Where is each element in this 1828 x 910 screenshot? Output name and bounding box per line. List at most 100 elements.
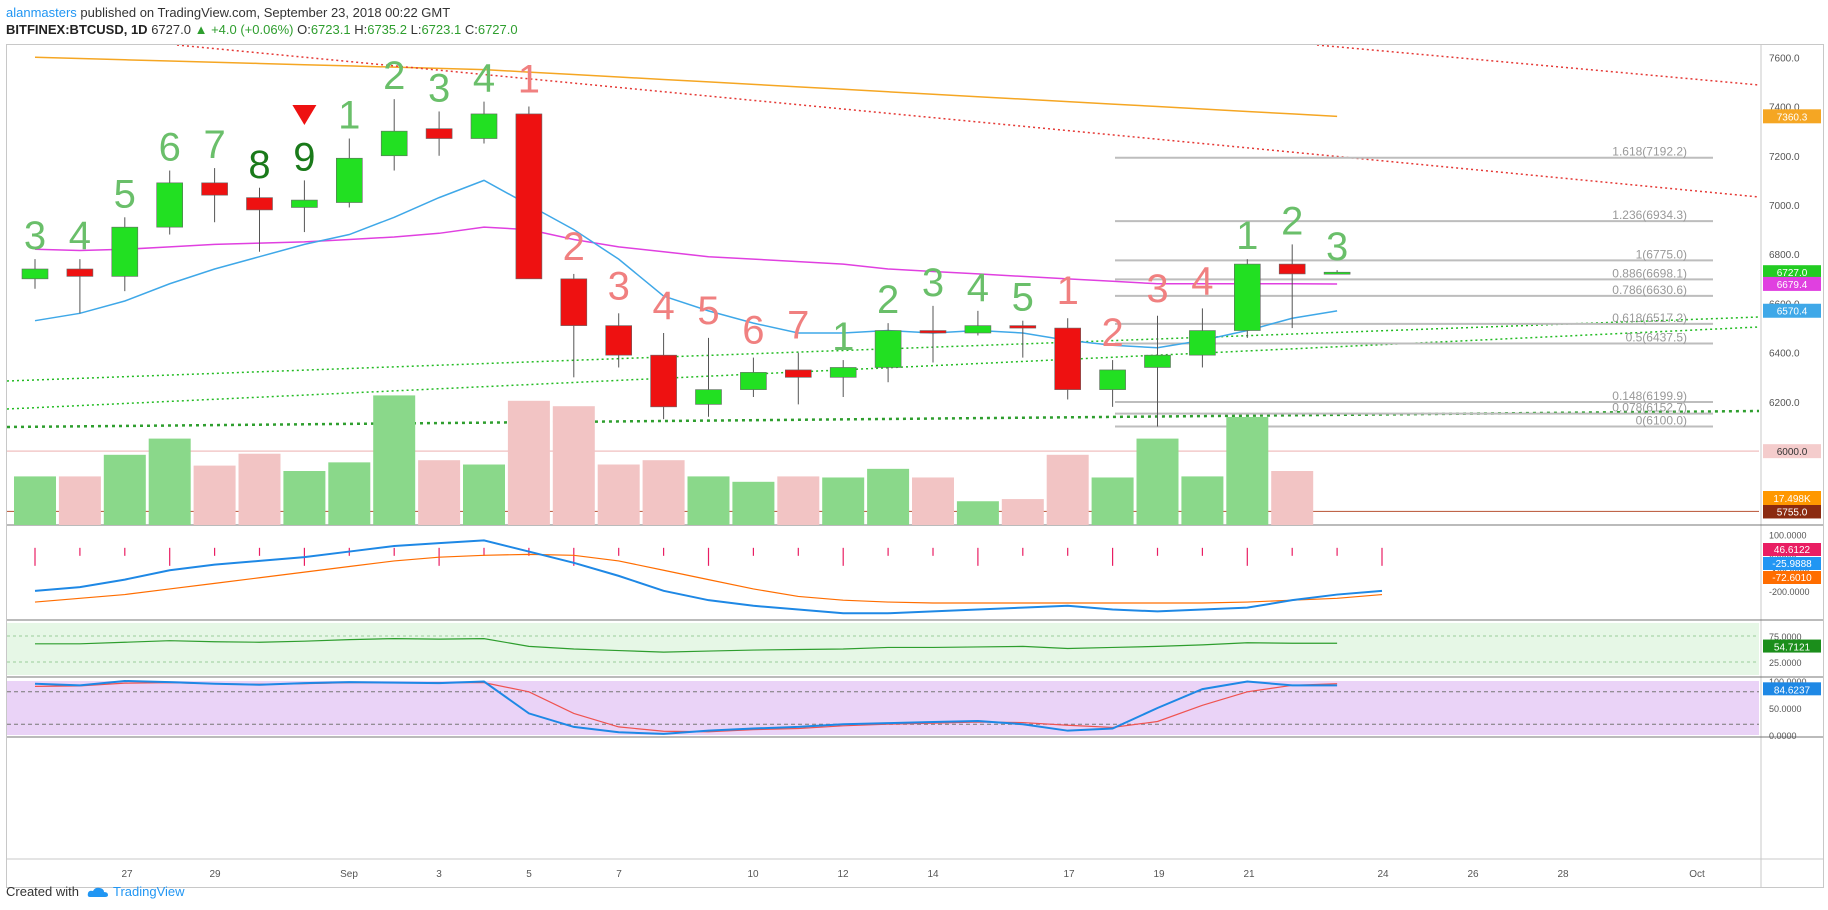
tradingview-label: TradingView bbox=[112, 884, 185, 899]
volume-bar bbox=[1271, 471, 1314, 525]
volume-bar bbox=[328, 462, 371, 525]
volume-bar bbox=[867, 468, 910, 525]
stoch-tick-label: 100.0000 bbox=[1769, 677, 1807, 687]
sequence-count-label: 7 bbox=[787, 304, 809, 348]
candle-body bbox=[201, 182, 228, 196]
volume-badge bbox=[1763, 491, 1821, 505]
sequence-count-label: 2 bbox=[877, 278, 899, 322]
rsi-line bbox=[35, 637, 1338, 653]
sequence-count-label: 3 bbox=[1146, 267, 1168, 311]
ema-slow-line bbox=[34, 226, 1338, 285]
sequence-count-label: 5 bbox=[697, 289, 719, 333]
fib-level-label: 0.618(6517.2) bbox=[1612, 311, 1687, 325]
stoch-badge-label: 84.6237 bbox=[1774, 685, 1811, 696]
publish-header: alanmasters published on TradingView.com… bbox=[6, 4, 450, 21]
rsi-badge bbox=[1763, 639, 1821, 653]
candle-body bbox=[515, 113, 543, 280]
candle-body bbox=[66, 268, 94, 277]
time-tick-label: 7 bbox=[616, 869, 622, 880]
price-badge-label: 6570.4 bbox=[1777, 307, 1808, 318]
sequence-count-label: 1 bbox=[1236, 214, 1258, 258]
sequence-count-label: 8 bbox=[248, 143, 270, 187]
candle-body bbox=[650, 354, 677, 408]
volume-bar bbox=[1001, 499, 1044, 525]
price-badge-label: 5755.0 bbox=[1777, 507, 1808, 518]
support-trendline bbox=[7, 409, 1760, 429]
cci-badge-label: -72.6010 bbox=[1772, 573, 1812, 584]
chart-frame[interactable]: 7600.07400.07200.07000.06800.06600.06400… bbox=[6, 44, 1824, 888]
red-trendline bbox=[1316, 45, 1760, 86]
candle-body bbox=[380, 130, 408, 157]
time-tick-label: 28 bbox=[1557, 869, 1569, 880]
volume-bar bbox=[822, 477, 865, 525]
sequence-count-label: 3 bbox=[428, 66, 450, 110]
low-label: L: bbox=[410, 22, 422, 37]
long-ma-line bbox=[34, 56, 1338, 118]
ema-fast-line bbox=[34, 179, 1338, 349]
stoch-band bbox=[7, 681, 1759, 735]
sequence-count-label: 5 bbox=[114, 172, 136, 216]
price-badge bbox=[1763, 109, 1821, 124]
volume-badge-label: 17.498K bbox=[1773, 494, 1811, 505]
volume-bar bbox=[58, 476, 101, 525]
price-tick-label: 6400.0 bbox=[1769, 349, 1800, 360]
candle-body bbox=[874, 330, 902, 368]
red-trendline bbox=[176, 45, 1760, 198]
candle-body bbox=[1189, 330, 1216, 356]
close-label: C: bbox=[464, 22, 478, 37]
price-badge bbox=[1763, 504, 1821, 519]
candle-body bbox=[1323, 271, 1351, 275]
cci-badge bbox=[1763, 557, 1821, 570]
price-badge bbox=[1763, 276, 1821, 291]
candle-body bbox=[784, 369, 812, 378]
sequence-count-label: 1 bbox=[518, 58, 540, 102]
volume-bar bbox=[103, 454, 146, 525]
fib-level-label: 1.236(6934.3) bbox=[1612, 208, 1687, 222]
rsi-tick-label: 75.0000 bbox=[1769, 632, 1802, 642]
sequence-count-label: 3 bbox=[922, 261, 944, 305]
candle-body bbox=[246, 197, 273, 211]
price-badge bbox=[1763, 265, 1821, 280]
fib-level-label: 0.5(6437.5) bbox=[1626, 330, 1687, 344]
candle-body bbox=[1144, 354, 1171, 368]
price-badge-label: 6679.4 bbox=[1777, 280, 1808, 291]
rsi-band bbox=[7, 623, 1759, 675]
rsi-tick-label: 25.0000 bbox=[1769, 658, 1802, 668]
price-chart[interactable]: 7600.07400.07200.07000.06800.06600.06400… bbox=[7, 45, 1823, 887]
cci-line bbox=[34, 539, 1383, 615]
volume-bar bbox=[777, 476, 820, 525]
candle-body bbox=[964, 325, 992, 334]
sequence-count-label: 3 bbox=[1326, 225, 1348, 269]
candle-body bbox=[829, 367, 857, 378]
candle-body bbox=[470, 113, 498, 139]
sequence-count-label: 3 bbox=[608, 264, 630, 308]
sell-arrow-icon bbox=[292, 105, 317, 125]
sequence-count-label: 2 bbox=[1281, 199, 1303, 243]
fib-level-label: 0.148(6199.9) bbox=[1612, 389, 1687, 403]
close-value: 6727.0 bbox=[477, 22, 518, 37]
time-tick-label: 27 bbox=[121, 869, 133, 880]
sequence-count-label: 9 bbox=[293, 135, 315, 179]
cci-badge-label: 46.6122 bbox=[1774, 545, 1811, 556]
candle-body bbox=[21, 268, 49, 280]
volume-bar bbox=[1226, 417, 1269, 525]
volume-bar bbox=[732, 481, 775, 525]
author-link[interactable]: alanmasters bbox=[6, 5, 77, 20]
time-tick-label: 12 bbox=[837, 869, 849, 880]
sequence-count-label: 4 bbox=[69, 214, 91, 258]
stoch-badge bbox=[1763, 682, 1821, 696]
time-tick-label: 5 bbox=[526, 869, 532, 880]
volume-bar bbox=[1136, 438, 1179, 525]
change-arrow-icon: ▲ bbox=[194, 22, 208, 37]
sequence-count-label: 4 bbox=[473, 57, 495, 101]
price-tick-label: 7200.0 bbox=[1769, 152, 1800, 163]
volume-bar bbox=[597, 464, 640, 525]
tradingview-brand[interactable]: TradingView bbox=[87, 884, 185, 899]
volume-bar bbox=[418, 460, 461, 525]
change-value: +4.0 (+0.06%) bbox=[211, 22, 294, 37]
time-tick-label: 26 bbox=[1467, 869, 1479, 880]
time-tick-label: Oct bbox=[1689, 869, 1705, 880]
sequence-count-label: 6 bbox=[159, 126, 181, 170]
symbol-label: BITFINEX:BTCUSD, 1D bbox=[6, 22, 148, 37]
candle-body bbox=[291, 199, 318, 208]
